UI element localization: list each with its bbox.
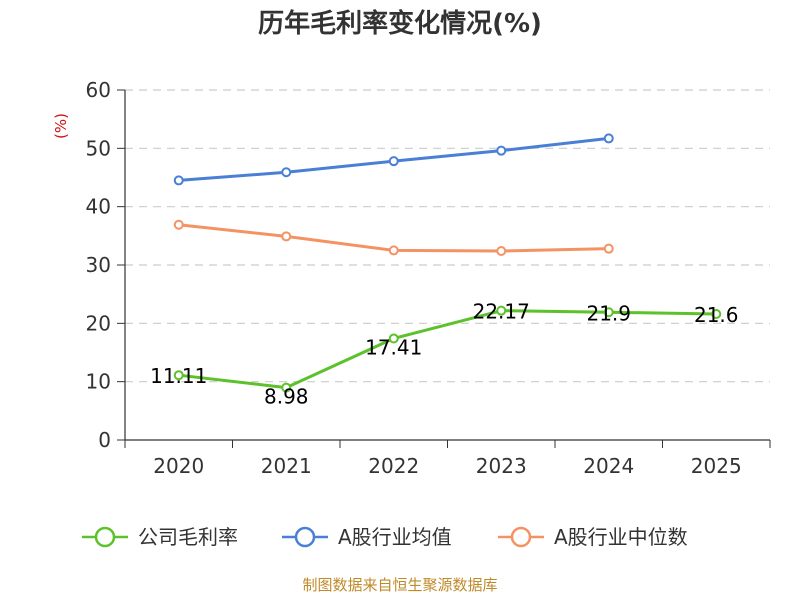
y-tick-label: 20	[86, 311, 111, 335]
series-1	[173, 133, 614, 186]
legend-item-2[interactable]: A股行业中位数	[498, 525, 688, 549]
grid-lines	[125, 89, 770, 383]
legend-label: A股行业均值	[338, 525, 452, 549]
legend-item-0[interactable]: 公司毛利率	[82, 525, 238, 549]
y-tick-label: 0	[98, 428, 111, 452]
legend-item-1[interactable]: A股行业均值	[282, 525, 452, 549]
legend[interactable]: 公司毛利率 A股行业均值 A股行业中位数	[82, 525, 688, 549]
y-tick-label: 40	[86, 195, 111, 219]
legend-marker	[94, 526, 116, 548]
series-2	[173, 219, 614, 256]
data-point	[496, 246, 507, 256]
series-0	[173, 305, 722, 393]
data-point	[496, 145, 507, 156]
y-tick-label: 60	[86, 78, 111, 102]
legend-label: 公司毛利率	[138, 525, 238, 549]
x-tick-label: 2025	[691, 454, 742, 478]
series-group	[173, 133, 722, 393]
data-point	[281, 167, 292, 178]
data-point	[388, 156, 399, 167]
y-tick-labels: 0 10 20 30 40 50 60	[86, 78, 111, 452]
x-tick-label: 2022	[368, 454, 419, 478]
legend-marker	[510, 526, 532, 548]
data-point	[603, 133, 614, 144]
data-point	[711, 309, 722, 319]
x-tick-label: 2023	[476, 454, 527, 478]
axes	[117, 89, 771, 448]
data-point	[173, 175, 184, 186]
y-axis-unit: (%)	[52, 113, 70, 139]
legend-marker	[294, 526, 316, 548]
data-label: 21.9	[586, 301, 631, 325]
y-tick-label: 30	[86, 253, 111, 277]
x-tick-labels: 2020 2021 2022 2023 2024 2025	[153, 454, 741, 478]
source-note: 制图数据来自恒生聚源数据库	[302, 576, 497, 594]
y-tick-label: 10	[86, 370, 111, 394]
data-point	[603, 307, 614, 318]
data-point	[281, 231, 292, 242]
x-tick-label: 2024	[583, 454, 634, 478]
series-line	[178, 309, 717, 390]
x-tick-label: 2021	[261, 454, 312, 478]
data-label: 22.17	[473, 300, 530, 324]
data-point	[281, 382, 292, 393]
y-tick-label: 50	[86, 136, 111, 160]
data-point	[173, 370, 184, 381]
data-point	[496, 305, 507, 316]
data-point	[173, 219, 184, 230]
data-point	[388, 245, 399, 256]
data-point	[603, 243, 614, 254]
data-label: 17.41	[365, 335, 422, 359]
data-label: 11.11	[150, 364, 207, 388]
data-label: 21.6	[694, 303, 739, 327]
data-point	[388, 333, 399, 344]
data-labels: 11.11 8.98 17.41 22.17 21.9 21.6	[150, 300, 738, 409]
chart-title: 历年毛利率变化情况(%)	[258, 8, 542, 39]
x-tick-label: 2020	[153, 454, 204, 478]
legend-label: A股行业中位数	[554, 525, 688, 549]
data-label: 8.98	[264, 385, 309, 409]
